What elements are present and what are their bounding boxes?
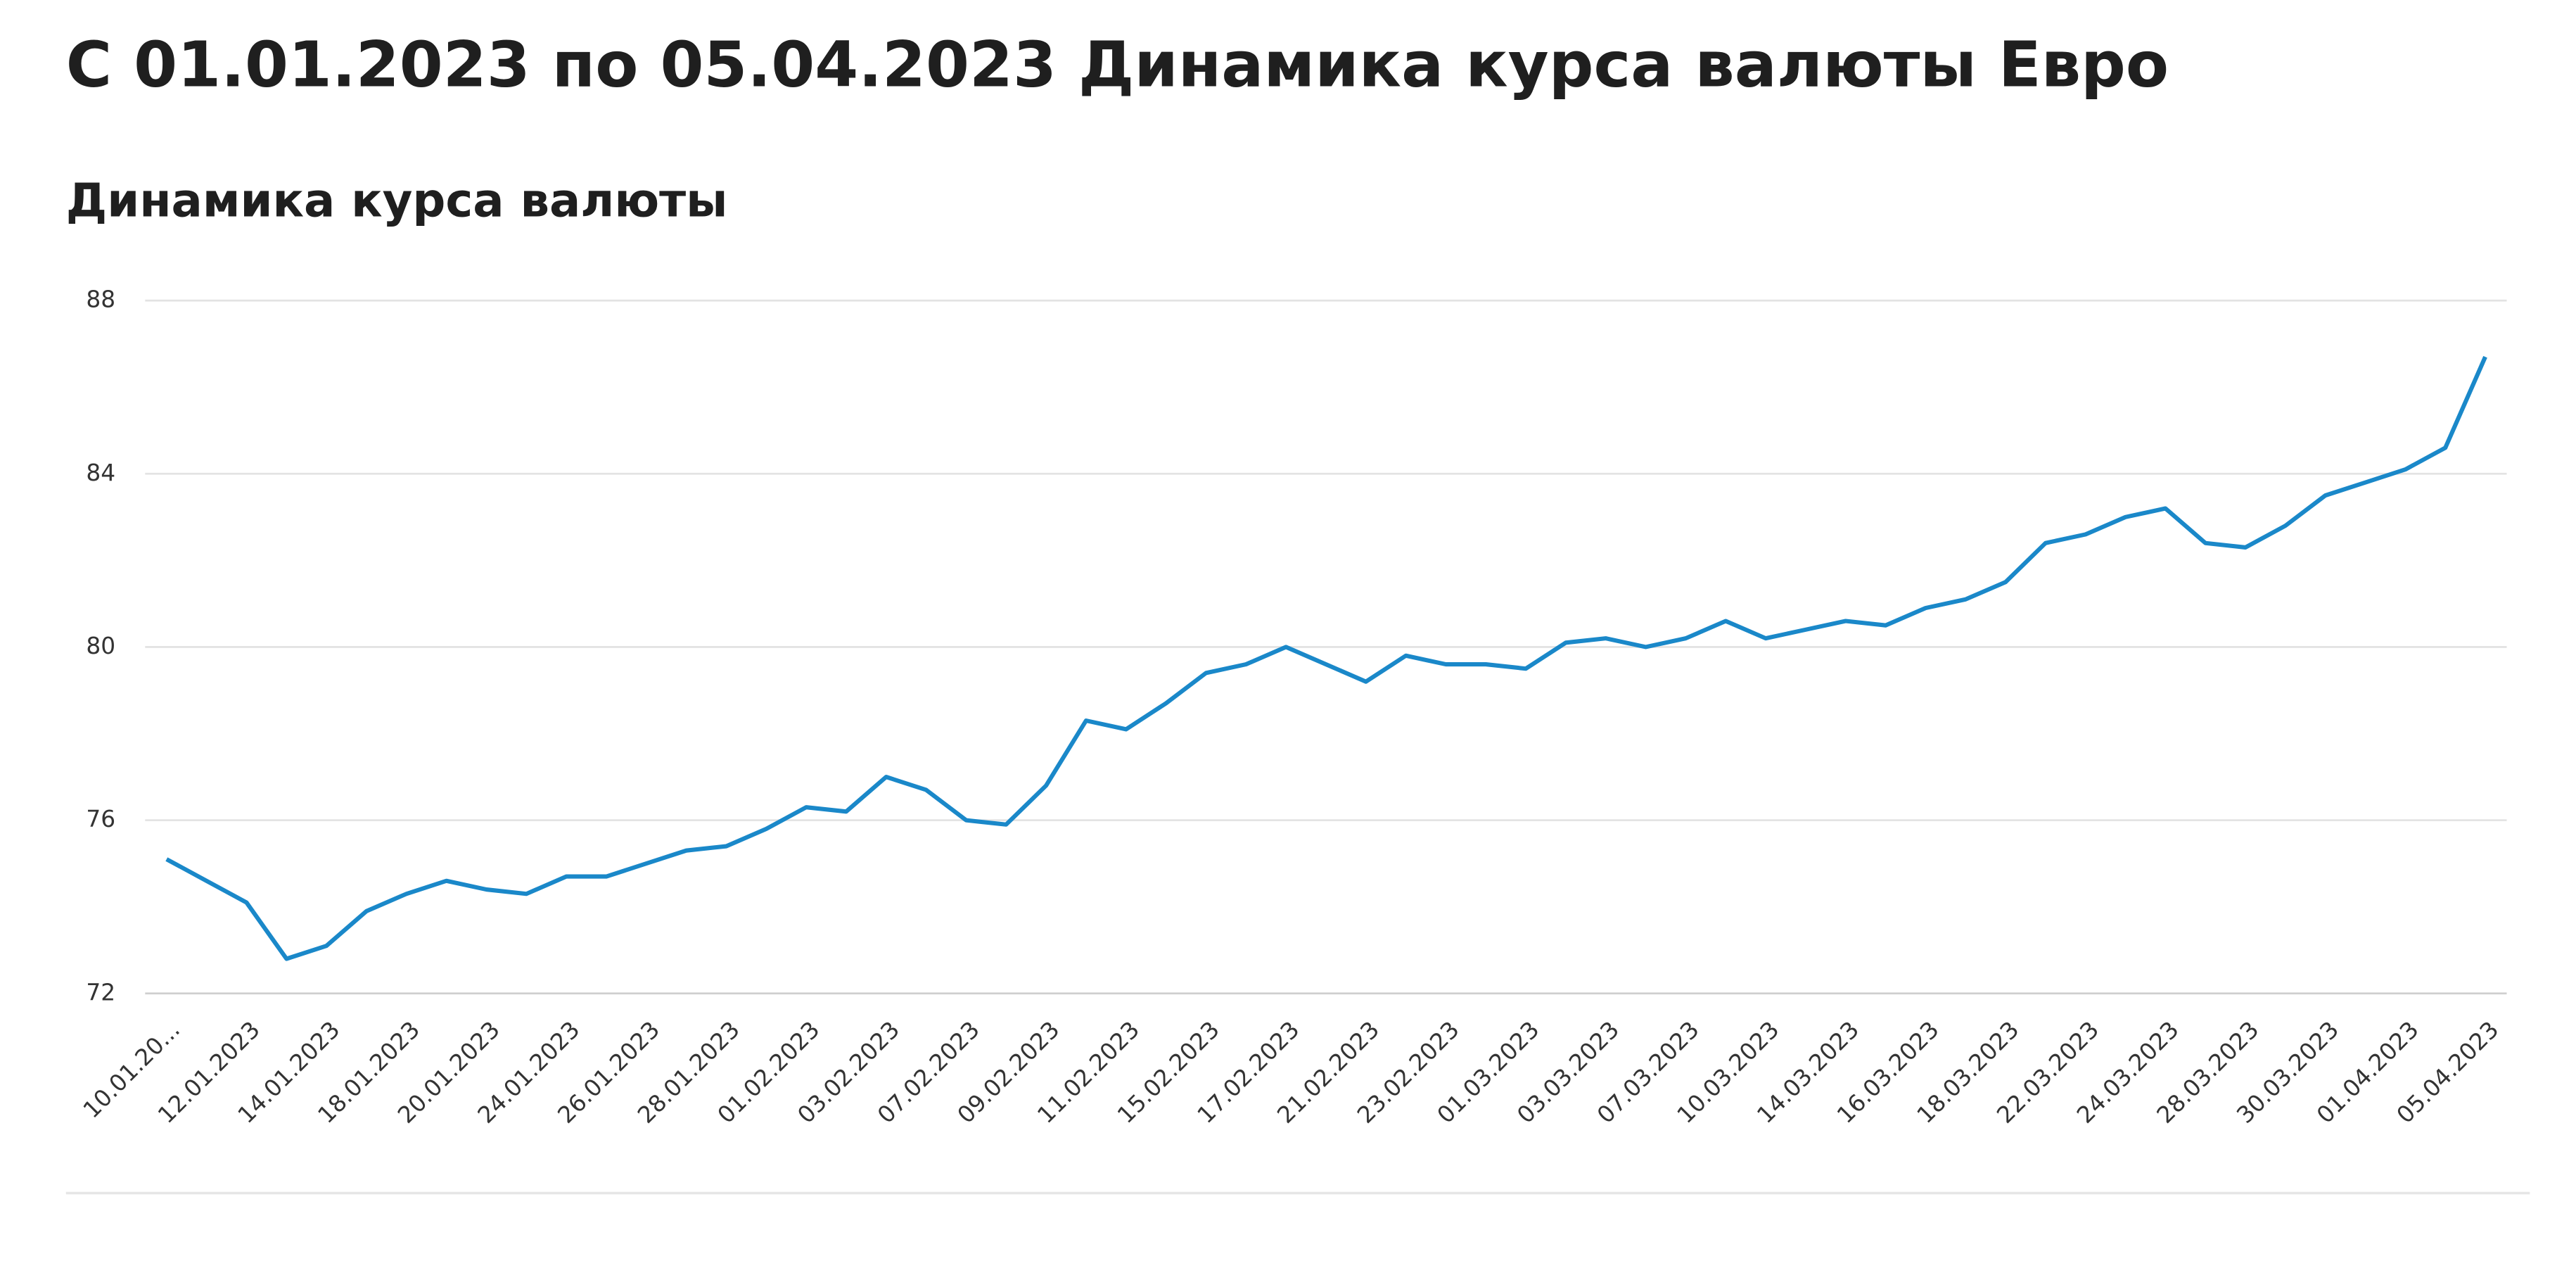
y-tick-label: 84 (86, 460, 115, 486)
chart-title: С 01.01.2023 по 05.04.2023 Динамика курс… (66, 28, 2169, 101)
y-tick-label: 80 (86, 633, 115, 659)
y-tick-label: 76 (86, 806, 115, 832)
line-series (165, 355, 2487, 961)
chart-subtitle: Динамика курса валюты (66, 175, 728, 228)
y-tick-label: 88 (86, 286, 115, 313)
y-tick-label: 72 (86, 979, 115, 1006)
